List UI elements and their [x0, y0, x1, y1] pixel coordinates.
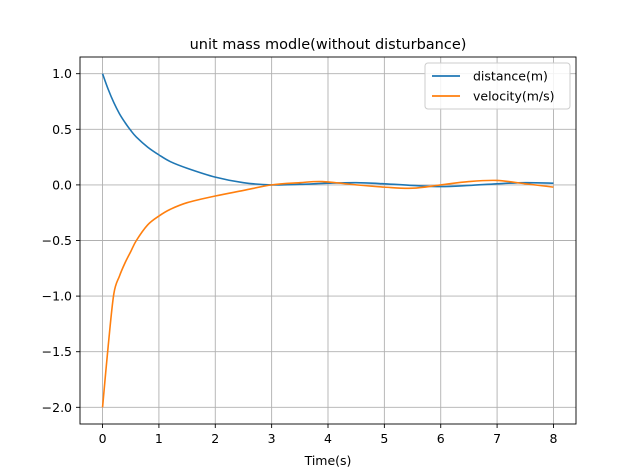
x-tick-label: 0: [99, 431, 107, 446]
x-tick-label: 1: [155, 431, 163, 446]
x-tick-label: 5: [380, 431, 388, 446]
legend-label-distance: distance(m): [473, 69, 548, 84]
velocity-series-line: [101, 179, 554, 408]
x-axis-label: Time(s): [304, 453, 352, 468]
chart-title: unit mass modle(without disturbance): [190, 37, 467, 53]
y-tick-label: 0.5: [52, 122, 72, 137]
y-tick-label: −0.5: [42, 233, 72, 248]
grid-lines: [80, 57, 576, 424]
plot-series: [101, 73, 554, 408]
legend: distance(m) velocity(m/s): [424, 62, 571, 110]
x-tick-label: 4: [324, 431, 332, 446]
y-tick-label: 1.0: [52, 66, 72, 81]
x-tick-label: 7: [493, 431, 501, 446]
x-tick-label: 8: [549, 431, 557, 446]
legend-label-velocity: velocity(m/s): [473, 89, 555, 104]
axis-ticks: 0 1 2 3 4 5 6 7 8 1.0 0.5 0.0 −0.5 −1.0 −1.5 −2.0: [42, 66, 558, 446]
x-tick-label: 6: [437, 431, 445, 446]
legend-box: [424, 62, 571, 110]
y-tick-label: −1.5: [42, 344, 72, 359]
distance-series-line: [101, 73, 554, 188]
y-tick-label: −1.0: [42, 289, 72, 304]
y-tick-label: 0.0: [52, 177, 72, 192]
x-tick-label: 3: [268, 431, 276, 446]
x-tick-label: 2: [211, 431, 219, 446]
y-tick-label: −2.0: [42, 400, 72, 415]
